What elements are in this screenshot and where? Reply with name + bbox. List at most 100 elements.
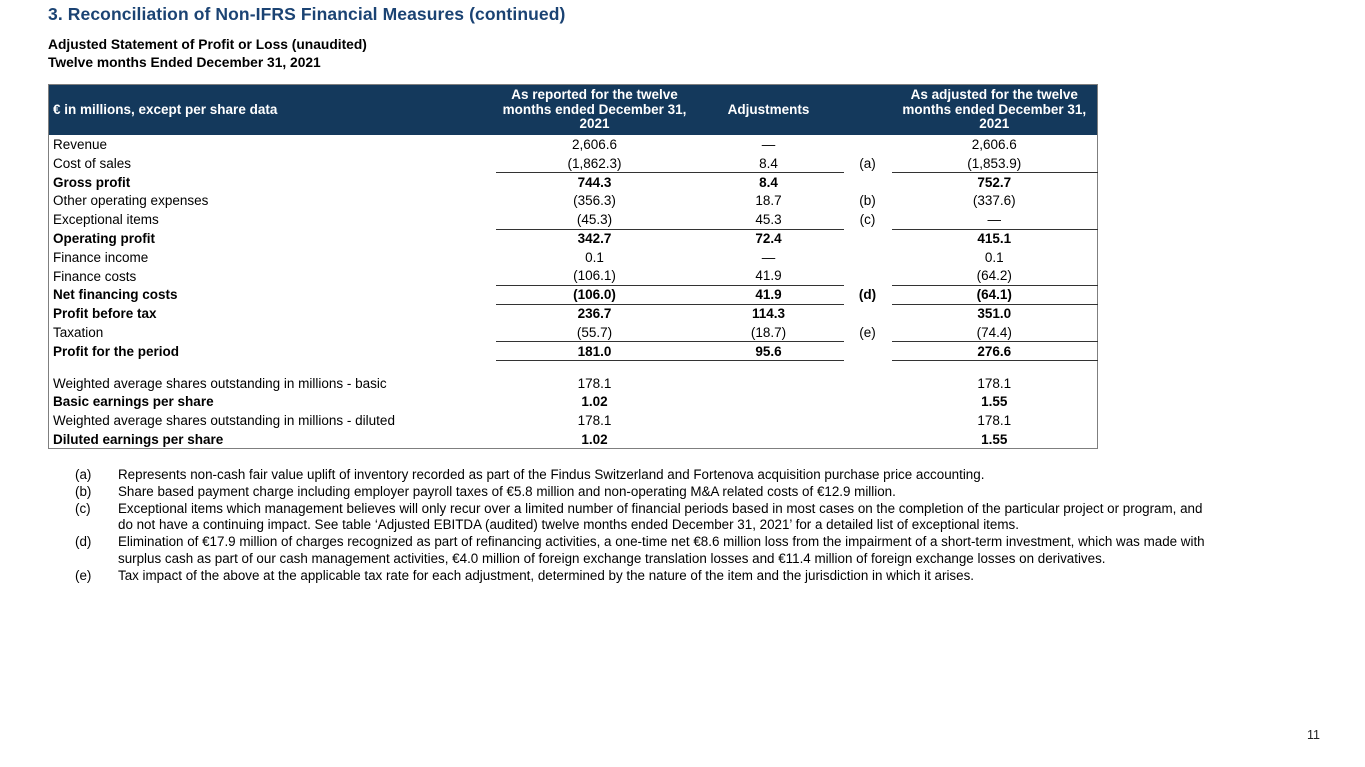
row-label: Weighted average shares outstanding in m… <box>53 413 395 429</box>
reported-value: (55.7) <box>495 323 694 343</box>
adjustments-value: 8.4 <box>759 174 778 190</box>
table-row: Gross profit 744.3 8.4 752.7 <box>49 173 1098 192</box>
row-label: Profit for the period <box>53 343 179 359</box>
adjustments-value <box>694 374 844 393</box>
note-reference: (a) <box>859 155 876 171</box>
footnote-marker: (e) <box>75 567 92 583</box>
reported-value: 1.02 <box>581 394 608 410</box>
footnote-text: Share based payment charge including emp… <box>118 483 896 499</box>
row-label: Other operating expenses <box>53 193 209 209</box>
column-header-reported: As reported for the twelve months ended … <box>495 84 694 136</box>
period-subtitle: Twelve months Ended December 31, 2021 <box>48 55 321 70</box>
table-header-row: € in millions, except per share data As … <box>48 84 1098 136</box>
adjusted-value: 178.1 <box>977 375 1012 391</box>
row-label: Cost of sales <box>53 155 132 171</box>
adjustments-value: 41.9 <box>693 285 844 305</box>
table-row: Revenue 2,606.6 — 2,606.6 <box>49 135 1098 154</box>
adjusted-value: 178.1 <box>977 413 1012 429</box>
column-header-label: € in millions, except per share data <box>48 84 496 136</box>
reported-value <box>496 361 694 374</box>
footnote: (a) Represents non-cash fair value uplif… <box>75 467 1217 484</box>
note-reference <box>844 430 892 449</box>
note-reference <box>844 361 892 374</box>
table-row: Other operating expenses (356.3) 18.7 (b… <box>49 192 1098 211</box>
page-number: 11 <box>1307 728 1320 742</box>
reported-value: 181.0 <box>495 341 694 362</box>
footnote-marker: (d) <box>75 534 92 550</box>
adjustments-value: 8.4 <box>693 153 844 174</box>
table-row: Diluted earnings per share 1.02 1.55 <box>49 430 1098 449</box>
adjusted-value: 752.7 <box>977 174 1012 190</box>
footnote: (e) Tax impact of the above at the appli… <box>75 568 1217 585</box>
adjustments-value <box>694 361 844 374</box>
adjusted-value: (1,853.9) <box>891 153 1098 174</box>
adjusted-value: (64.2) <box>891 266 1098 286</box>
table-row: Cost of sales (1,862.3) 8.4 (a) (1,853.9… <box>49 153 1098 174</box>
reported-value: 744.3 <box>577 174 612 190</box>
footnote: (d) Elimination of €17.9 million of char… <box>75 534 1217 568</box>
row-label: Exceptional items <box>53 212 159 228</box>
adjusted-value: 0.1 <box>984 249 1004 265</box>
reported-value: 2,606.6 <box>571 137 618 152</box>
table-row: Finance costs (106.1) 41.9 (64.2) <box>49 266 1098 286</box>
row-label: Basic earnings per share <box>53 394 214 410</box>
adjustments-value: 114.3 <box>751 306 786 322</box>
table-row: Net financing costs (106.0) 41.9 (d) (64… <box>49 285 1098 305</box>
footnote-marker: (b) <box>75 483 92 499</box>
note-reference <box>844 248 892 267</box>
row-label: Diluted earnings per share <box>53 431 224 447</box>
adjustments-value: 45.3 <box>693 210 844 230</box>
adjustments-value: 18.7 <box>755 193 782 209</box>
column-header-note <box>843 84 892 136</box>
table-row: Profit before tax 236.7 114.3 351.0 <box>49 304 1098 323</box>
note-reference <box>844 173 892 192</box>
note-reference: (b) <box>859 193 876 209</box>
note-reference <box>844 374 892 393</box>
footnote-text: Elimination of €17.9 million of charges … <box>118 534 1205 566</box>
adjustments-value <box>694 430 844 449</box>
reported-value: 1.02 <box>581 431 608 447</box>
adjusted-value: 2,606.6 <box>971 137 1017 152</box>
adjustments-value <box>694 392 844 411</box>
table-row <box>49 361 1098 374</box>
adjusted-value: (337.6) <box>972 193 1016 209</box>
row-label: Net financing costs <box>53 287 178 303</box>
row-label: Finance income <box>53 249 149 265</box>
reported-value: (1,862.3) <box>495 153 694 174</box>
footnote-text: Tax impact of the above at the applicabl… <box>118 567 974 583</box>
note-reference <box>844 411 892 430</box>
footnote: (b) Share based payment charge including… <box>75 484 1217 501</box>
reported-value: 0.1 <box>585 249 604 265</box>
footnotes: (a) Represents non-cash fair value uplif… <box>75 467 1217 585</box>
note-reference <box>844 342 892 361</box>
adjustments-value: 72.4 <box>755 231 782 247</box>
table-row: Basic earnings per share 1.02 1.55 <box>49 392 1098 411</box>
reported-value: (356.3) <box>573 193 616 209</box>
row-label: Finance costs <box>53 268 137 284</box>
adjustments-value <box>694 411 844 430</box>
column-header-adjusted: As adjusted for the twelve months ended … <box>891 84 1098 136</box>
reported-value: 178.1 <box>577 413 612 429</box>
footnote-text: Represents non-cash fair value uplift of… <box>118 467 985 482</box>
adjustments-value: — <box>761 249 776 265</box>
row-label: Weighted average shares outstanding in m… <box>53 375 387 391</box>
reconciliation-table: € in millions, except per share data As … <box>48 84 1098 450</box>
row-label: Operating profit <box>53 230 155 246</box>
table-row: Taxation (55.7) (18.7) (e) (74.4) <box>49 323 1098 343</box>
adjusted-value: 1.55 <box>981 394 1008 410</box>
adjustments-value: 41.9 <box>693 266 844 286</box>
row-label: Revenue <box>53 137 108 152</box>
note-reference <box>844 229 892 248</box>
table-row: Weighted average shares outstanding in m… <box>49 374 1098 393</box>
footnote-marker: (c) <box>75 500 91 516</box>
table-row: Finance income 0.1 — 0.1 <box>49 248 1098 267</box>
reported-value: (106.1) <box>495 266 694 286</box>
note-reference: (e) <box>859 324 876 340</box>
statement-subtitle: Adjusted Statement of Profit or Loss (un… <box>48 37 367 52</box>
row-label: Profit before tax <box>53 306 157 322</box>
page-title: 3. Reconciliation of Non-IFRS Financial … <box>48 4 566 24</box>
adjustments-value: — <box>761 137 776 152</box>
note-reference <box>844 135 892 154</box>
adjusted-value: 415.1 <box>977 231 1012 247</box>
note-reference: (c) <box>859 212 876 228</box>
